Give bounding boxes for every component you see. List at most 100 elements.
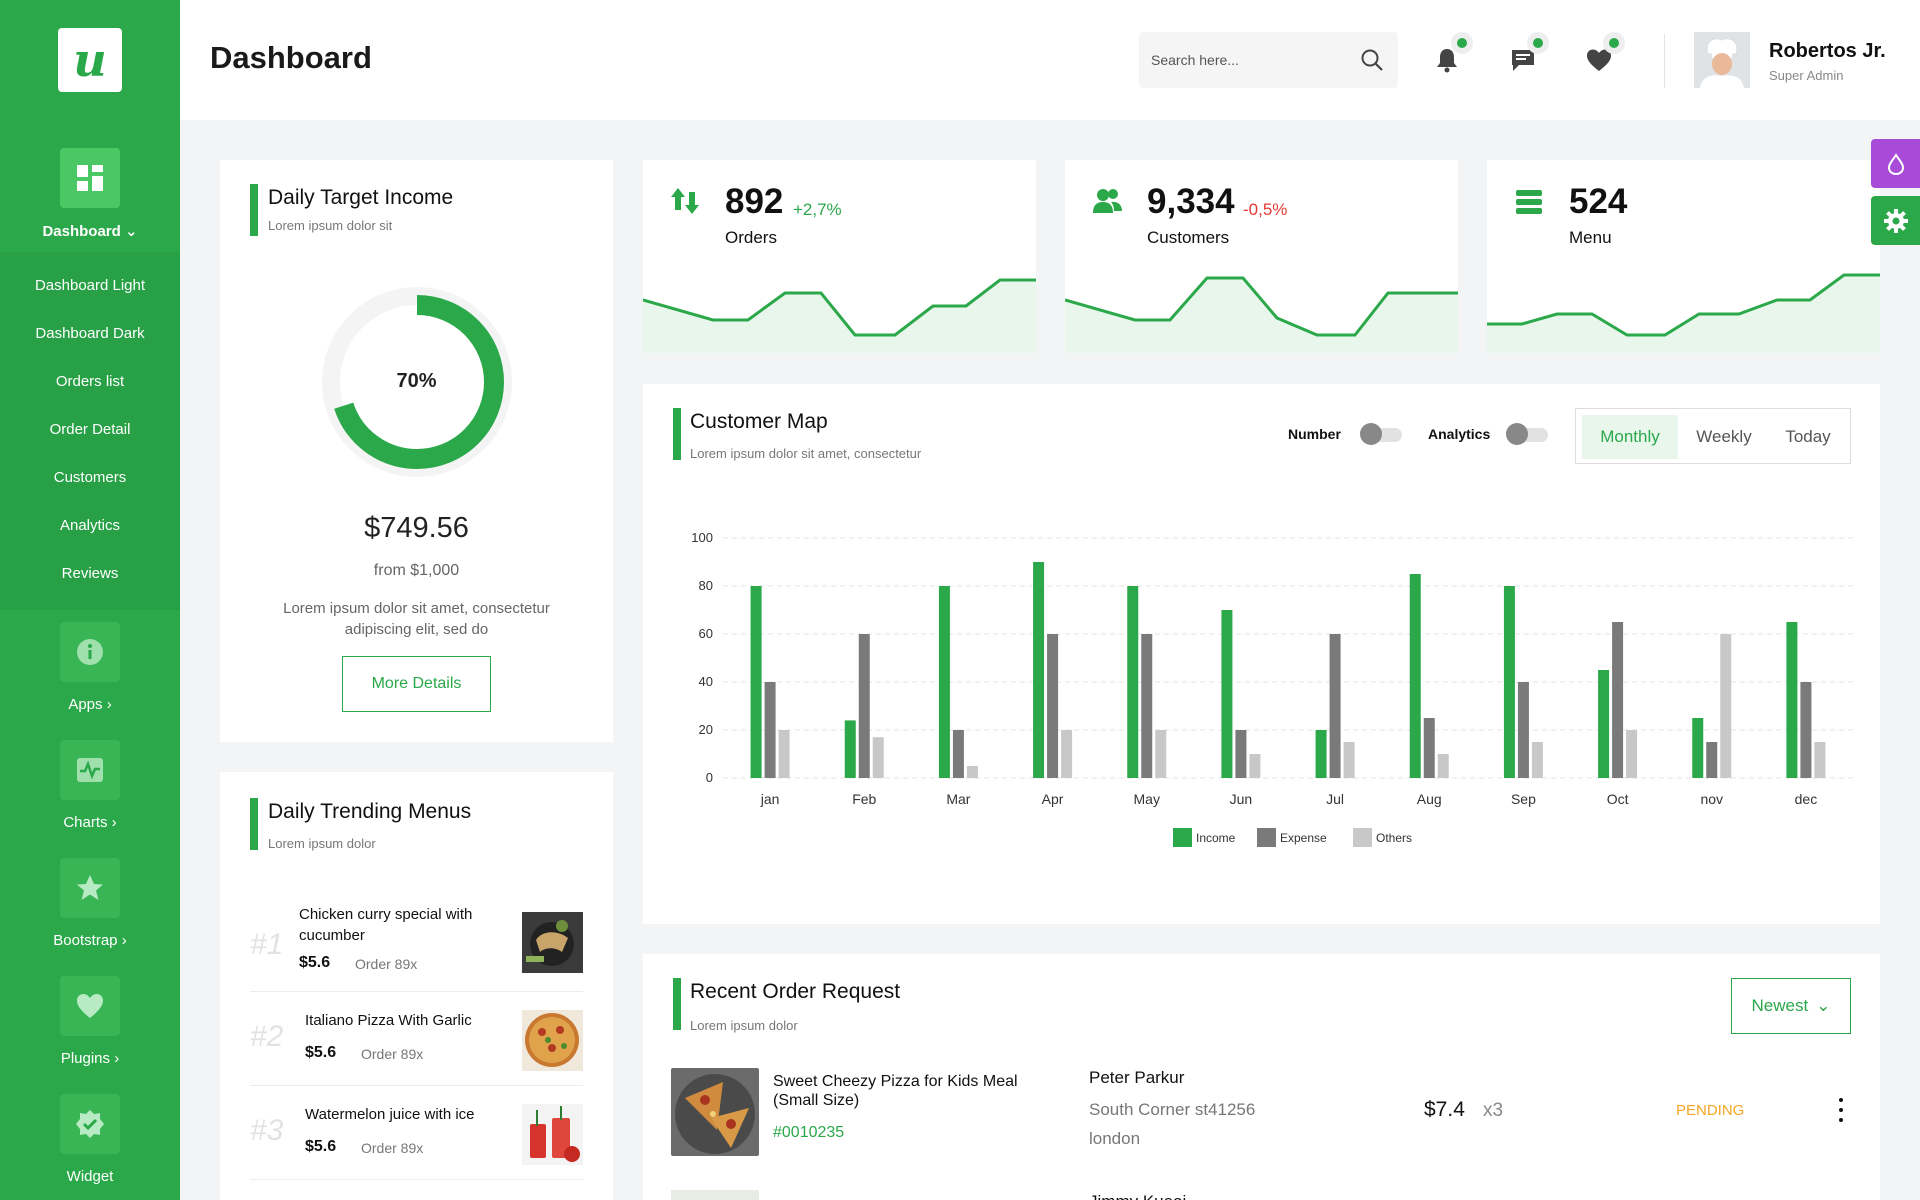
customers-sparkline bbox=[1065, 276, 1458, 353]
customer-map-card: Customer Map Lorem ipsum dolor sit amet,… bbox=[643, 384, 1880, 924]
list-icon bbox=[1515, 188, 1543, 221]
bar-expense bbox=[764, 682, 776, 778]
bar-others bbox=[1720, 634, 1732, 778]
toggle-number[interactable] bbox=[1360, 423, 1402, 445]
search-icon[interactable] bbox=[1360, 48, 1384, 77]
bell-icon bbox=[1437, 49, 1457, 73]
nav-bootstrap[interactable]: Bootstrap › bbox=[0, 858, 180, 949]
bar-expense bbox=[1800, 682, 1812, 778]
menu-name[interactable]: Chicken curry special with cucumber bbox=[299, 906, 473, 944]
x-tick-label: dec bbox=[1795, 791, 1818, 807]
favorites-button[interactable] bbox=[1579, 32, 1625, 80]
brand-logo[interactable]: u bbox=[58, 28, 122, 92]
more-details-button[interactable]: More Details bbox=[342, 656, 491, 712]
x-tick-label: May bbox=[1134, 791, 1160, 807]
order-id[interactable]: #0010235 bbox=[773, 1124, 845, 1141]
more-options-icon[interactable] bbox=[1831, 1098, 1851, 1122]
list-item[interactable]: #1 Chicken curry special with cucumber $… bbox=[250, 890, 583, 992]
income-value: $749.56 bbox=[364, 512, 469, 544]
nav-dashboard[interactable]: Dashboard ⌄ bbox=[0, 148, 180, 240]
bar-income bbox=[1033, 562, 1045, 778]
x-tick-label: Mar bbox=[946, 791, 970, 807]
y-tick-label: 100 bbox=[691, 530, 713, 545]
submenu-dashboard-light[interactable]: Dashboard Light bbox=[34, 277, 146, 294]
order-item-name[interactable]: Sweet Cheezy Pizza for Kids Meal (Small … bbox=[773, 1073, 1018, 1109]
bar-expense bbox=[1329, 634, 1341, 778]
bar-income bbox=[750, 586, 762, 778]
nav-charts-label: Charts bbox=[63, 814, 108, 831]
bar-income bbox=[1503, 586, 1515, 778]
users-icon bbox=[1093, 188, 1123, 219]
submenu-customers[interactable]: Customers bbox=[53, 469, 127, 486]
search-input[interactable] bbox=[1139, 32, 1339, 88]
menu-price: $5.6 bbox=[305, 1044, 337, 1061]
bar-others bbox=[1814, 742, 1826, 778]
tab-weekly[interactable]: Weekly bbox=[1696, 427, 1752, 446]
y-tick-label: 20 bbox=[699, 722, 713, 737]
income-percent: 70% bbox=[396, 370, 437, 392]
bar-expense bbox=[1423, 718, 1435, 778]
stat-delta: -0,5% bbox=[1243, 200, 1288, 219]
toggle-analytics[interactable] bbox=[1506, 423, 1548, 445]
nav-charts[interactable]: Charts › bbox=[0, 740, 180, 831]
stat-card-customers: 9,334 -0,5% Customers bbox=[1065, 160, 1458, 353]
legend-label-others: Others bbox=[1376, 831, 1412, 845]
bar-others bbox=[1626, 730, 1638, 778]
tab-monthly[interactable]: Monthly bbox=[1582, 415, 1678, 459]
list-item[interactable]: #2 Italiano Pizza With Garlic $5.6 Order… bbox=[250, 992, 583, 1086]
nav-plugins[interactable]: Plugins › bbox=[0, 976, 180, 1067]
x-tick-label: Aug bbox=[1417, 791, 1442, 807]
nav-apps[interactable]: Apps › bbox=[0, 622, 180, 713]
sidebar: u Dashboard ⌄ Dashboard Light Dashboard … bbox=[0, 0, 180, 1200]
food-thumbnail bbox=[522, 1104, 583, 1165]
sort-dropdown[interactable]: Newest ⌄ bbox=[1731, 978, 1851, 1034]
bar-income bbox=[1221, 610, 1233, 778]
tab-today[interactable]: Today bbox=[1785, 427, 1831, 446]
chevron-down-icon: ⌄ bbox=[124, 223, 138, 240]
menu-name[interactable]: Italiano Pizza With Garlic bbox=[305, 1012, 472, 1029]
bar-others bbox=[1155, 730, 1167, 778]
heart-icon bbox=[1587, 49, 1611, 71]
favorites-dot bbox=[1603, 32, 1625, 54]
nav-widget[interactable]: Widget bbox=[0, 1094, 180, 1185]
chevron-down-icon: ⌄ bbox=[1816, 996, 1831, 1015]
title-accent bbox=[673, 408, 681, 460]
daily-trending-menus-card: Daily Trending Menus Lorem ipsum dolor #… bbox=[220, 772, 613, 1200]
chevron-right-icon: › bbox=[121, 932, 127, 949]
submenu-reviews[interactable]: Reviews bbox=[61, 565, 119, 582]
order-food-image bbox=[671, 1068, 759, 1156]
bar-income bbox=[938, 586, 950, 778]
user-role: Super Admin bbox=[1769, 68, 1844, 83]
card-subtitle: Lorem ipsum dolor sit amet, consectetur bbox=[690, 446, 922, 461]
badge-check-icon bbox=[60, 1094, 120, 1154]
theme-color-button[interactable] bbox=[1871, 139, 1920, 188]
menu-orders: Order 89x bbox=[361, 1046, 424, 1062]
menu-name[interactable]: Watermelon juice with ice bbox=[305, 1106, 475, 1123]
bar-others bbox=[1343, 742, 1355, 778]
legend-swatch-others bbox=[1353, 828, 1372, 847]
list-item[interactable]: #3 Watermelon juice with ice $5.6 Order … bbox=[250, 1086, 583, 1180]
recent-order-request-card: Recent Order Request Lorem ipsum dolor N… bbox=[643, 954, 1880, 1200]
message-dot bbox=[1527, 32, 1549, 54]
bar-expense bbox=[1517, 682, 1529, 778]
notifications-button[interactable] bbox=[1427, 32, 1473, 80]
submenu-dashboard-dark[interactable]: Dashboard Dark bbox=[35, 325, 145, 342]
toggle-analytics-label: Analytics bbox=[1428, 426, 1491, 442]
x-tick-label: jan bbox=[760, 791, 780, 807]
bar-income bbox=[1315, 730, 1327, 778]
x-tick-label: Jul bbox=[1326, 791, 1344, 807]
avatar[interactable] bbox=[1694, 32, 1750, 88]
bar-others bbox=[966, 766, 978, 778]
bar-expense bbox=[952, 730, 964, 778]
messages-button[interactable] bbox=[1503, 32, 1549, 80]
submenu-order-detail[interactable]: Order Detail bbox=[49, 421, 131, 438]
toggle-number-label: Number bbox=[1288, 426, 1341, 442]
stat-value: 524 bbox=[1569, 182, 1628, 221]
submenu-orders-list[interactable]: Orders list bbox=[55, 373, 125, 390]
x-tick-label: Feb bbox=[852, 791, 876, 807]
submenu-analytics[interactable]: Analytics bbox=[59, 517, 121, 534]
user-name[interactable]: Robertos Jr. bbox=[1769, 40, 1886, 62]
stat-value: 892 bbox=[725, 182, 784, 221]
settings-button[interactable] bbox=[1871, 196, 1920, 245]
bar-expense bbox=[1047, 634, 1059, 778]
